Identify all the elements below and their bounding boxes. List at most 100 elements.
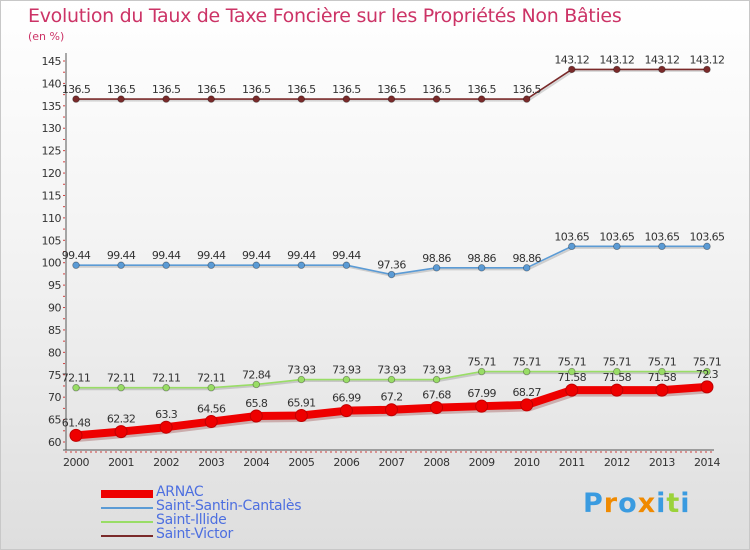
data-label-saint-santin-cantales: 103.65 [554, 230, 589, 243]
data-point-saint-santin-cantales [432, 264, 441, 272]
data-point-saint-victor [72, 95, 80, 103]
logo-letter: t [666, 488, 681, 519]
data-point-saint-santin-cantales [297, 261, 306, 269]
data-label-saint-victor: 143.12 [554, 53, 589, 66]
logo-letter: o [618, 488, 638, 519]
data-point-arnac [700, 380, 714, 394]
legend-label: Saint-Victor [156, 526, 234, 542]
data-label-saint-victor: 143.12 [599, 53, 634, 66]
data-label-saint-illide: 73.93 [422, 364, 451, 377]
data-point-arnac [249, 409, 263, 423]
x-tick-label: 2008 [424, 456, 450, 469]
y-tick-label: 95 [48, 279, 61, 292]
data-point-saint-illide [297, 375, 306, 384]
legend-swatch [101, 507, 153, 509]
data-label-arnac: 67.99 [467, 387, 496, 400]
data-point-saint-victor [342, 95, 351, 103]
y-tick-label: 140 [42, 77, 62, 90]
data-label-arnac: 62.32 [107, 413, 136, 426]
y-tick-label: 100 [42, 257, 62, 270]
data-point-saint-illide [117, 384, 125, 392]
y-tick-label: 90 [48, 302, 61, 315]
data-point-saint-illide [568, 367, 576, 376]
data-label-saint-victor: 136.5 [332, 83, 361, 96]
data-point-saint-illide [207, 384, 215, 392]
y-tick-label: 80 [48, 346, 61, 359]
x-tick-label: 2007 [378, 456, 404, 469]
logo-letter: x [637, 488, 657, 519]
data-point-arnac [610, 383, 624, 397]
chart-title: Evolution du Taux de Taxe Foncière sur l… [28, 5, 622, 27]
logo-letter: i [656, 488, 667, 519]
x-tick-label: 2012 [604, 456, 630, 469]
data-label-saint-illide: 75.71 [512, 356, 541, 369]
data-point-saint-santin-cantales [387, 270, 396, 279]
data-label-saint-victor: 136.5 [242, 83, 271, 96]
data-point-saint-santin-cantales [613, 242, 621, 251]
data-point-saint-victor [568, 65, 576, 74]
proxiti-logo: Proxiti [583, 488, 691, 519]
data-label-saint-santin-cantales: 99.44 [197, 249, 226, 262]
x-tick-label: 2009 [469, 456, 495, 469]
data-label-saint-illide: 73.93 [287, 364, 316, 377]
data-point-saint-victor [477, 95, 486, 103]
data-label-saint-santin-cantales: 99.44 [62, 249, 91, 262]
data-label-saint-santin-cantales: 98.86 [512, 252, 541, 265]
data-point-saint-victor [252, 95, 260, 103]
data-label-saint-victor: 136.5 [107, 83, 136, 96]
data-label-saint-victor: 136.5 [422, 83, 451, 96]
data-point-saint-illide [72, 384, 80, 392]
data-label-saint-illide: 72.11 [152, 372, 181, 385]
data-point-saint-victor [162, 95, 170, 103]
data-point-saint-victor [207, 95, 215, 103]
data-point-saint-victor [703, 65, 711, 74]
data-point-saint-santin-cantales [523, 264, 531, 272]
data-point-saint-illide [523, 367, 531, 376]
data-point-saint-illide [703, 367, 711, 376]
legend-label: ARNAC [156, 484, 204, 500]
data-point-saint-victor [432, 95, 441, 103]
data-point-arnac [69, 428, 83, 442]
y-tick-label: 145 [42, 55, 62, 68]
data-label-saint-victor: 136.5 [287, 83, 316, 96]
legend-label: Saint-Santin-Cantalès [156, 498, 302, 514]
data-point-saint-illide [432, 375, 441, 384]
x-tick-label: 2013 [649, 456, 675, 469]
data-label-saint-santin-cantales: 103.65 [644, 230, 679, 243]
data-point-saint-victor [523, 95, 531, 103]
data-label-arnac: 71.58 [558, 371, 587, 384]
y-tick-label: 135 [42, 100, 62, 113]
data-label-saint-victor: 136.5 [467, 83, 496, 96]
data-label-arnac: 71.58 [648, 371, 677, 384]
data-label-arnac: 67.2 [380, 391, 402, 404]
data-label-arnac: 65.91 [287, 397, 316, 410]
data-point-saint-illide [252, 380, 260, 389]
data-point-saint-santin-cantales [658, 242, 666, 251]
data-label-arnac: 72.3 [696, 368, 719, 381]
x-tick-label: 2003 [198, 456, 224, 469]
data-point-arnac [384, 403, 398, 417]
data-label-arnac: 68.27 [512, 386, 541, 399]
data-point-saint-santin-cantales [117, 261, 125, 269]
data-point-saint-santin-cantales [568, 242, 576, 251]
data-label-saint-santin-cantales: 99.44 [242, 249, 271, 262]
data-label-arnac: 63.3 [155, 408, 178, 421]
data-point-saint-illide [342, 375, 351, 384]
data-label-saint-victor: 136.5 [377, 83, 406, 96]
data-point-saint-victor [117, 95, 125, 103]
data-label-saint-illide: 72.11 [197, 372, 226, 385]
data-point-saint-illide [658, 367, 666, 376]
data-label-arnac: 65.8 [245, 397, 268, 410]
y-tick-label: 60 [48, 436, 61, 449]
data-label-saint-illide: 75.71 [648, 356, 677, 369]
data-label-saint-victor: 136.5 [197, 83, 226, 96]
data-label-saint-santin-cantales: 98.86 [467, 252, 496, 265]
y-tick-label: 65 [48, 414, 61, 427]
data-point-arnac [159, 420, 173, 434]
logo-letter: i [680, 488, 691, 519]
legend-swatch [101, 535, 153, 537]
data-label-saint-victor: 136.5 [512, 83, 541, 96]
data-point-saint-santin-cantales [207, 261, 215, 269]
